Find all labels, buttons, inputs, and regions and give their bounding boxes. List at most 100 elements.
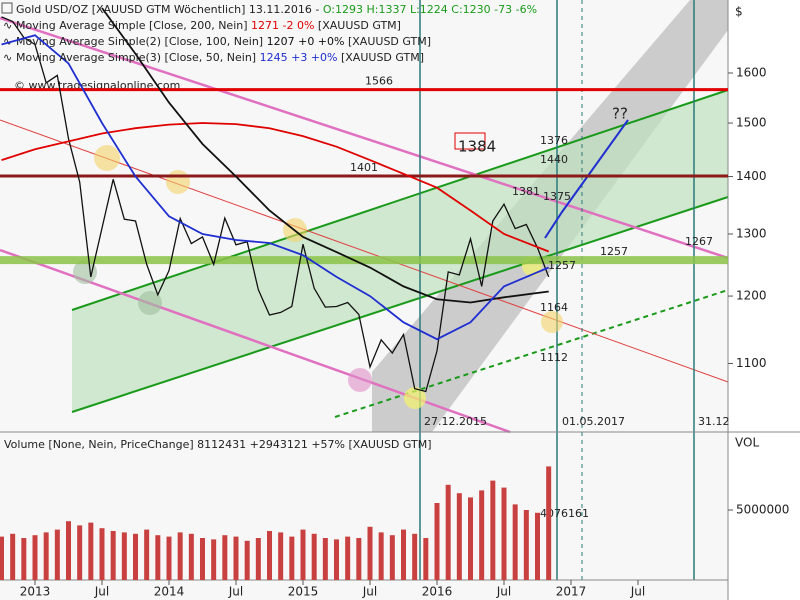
volume-bar bbox=[10, 533, 16, 580]
volume-bar bbox=[133, 533, 138, 580]
y-tick-label: 1100 bbox=[736, 356, 767, 370]
legend-value: 1271 -2 0% bbox=[251, 19, 314, 32]
volume-bar bbox=[356, 538, 362, 580]
marker bbox=[138, 291, 162, 315]
trend-line bbox=[71, 196, 729, 413]
volume-bar bbox=[233, 536, 239, 580]
legend-suffix: [XAUUSD GTM] bbox=[341, 51, 424, 64]
volume-bar bbox=[412, 533, 418, 580]
y-tick-label: 1200 bbox=[736, 289, 767, 303]
volume-bar bbox=[166, 536, 172, 580]
marker bbox=[166, 170, 190, 194]
volume-bar bbox=[523, 510, 529, 580]
x-tick-label: Jul bbox=[496, 585, 511, 599]
x-tick-label: 2014 bbox=[154, 585, 185, 599]
annotation: 1440 bbox=[540, 153, 568, 166]
y-tick-label: 1600 bbox=[736, 66, 767, 80]
volume-bar bbox=[267, 531, 272, 580]
volume-bar bbox=[445, 484, 451, 580]
volume-bar bbox=[278, 532, 284, 580]
annotation: 1381 bbox=[512, 185, 540, 198]
volume-bar bbox=[0, 536, 4, 580]
annotation: 1384 bbox=[458, 138, 496, 156]
y-tick-label: 5000000 bbox=[736, 503, 789, 517]
y-tick-label: 1500 bbox=[736, 116, 767, 130]
channel-green bbox=[72, 90, 728, 412]
legend-name: Moving Average Simple [Close, 200, Nein] bbox=[16, 19, 248, 32]
volume-bar bbox=[21, 538, 27, 580]
volume-bar bbox=[77, 525, 83, 580]
y-tick-label: 1300 bbox=[736, 226, 767, 240]
volume-bar bbox=[389, 535, 395, 580]
volume-bar bbox=[200, 538, 205, 580]
marker bbox=[348, 368, 372, 392]
marker bbox=[404, 387, 426, 409]
series-line bbox=[1, 122, 550, 253]
legend-value: 1245 +3 +0% bbox=[260, 51, 338, 64]
volume-bar bbox=[423, 538, 429, 580]
title: Gold USD/OZ [XAUUSD GTM Wöchentlich] 13.… bbox=[16, 3, 319, 16]
legend-name: Moving Average Simple(3) [Close, 50, Nei… bbox=[16, 51, 256, 64]
volume-bar bbox=[255, 538, 261, 580]
legend-icon: ∿ bbox=[3, 51, 12, 64]
header: Gold USD/OZ [XAUUSD GTM Wöchentlich] 13.… bbox=[1, 2, 537, 451]
annotation: 1257 bbox=[548, 259, 576, 272]
legend-suffix: [XAUUSD GTM] bbox=[318, 19, 401, 32]
volume-bar bbox=[66, 521, 71, 580]
x-tick-label: Jul bbox=[630, 585, 645, 599]
volume-bar bbox=[88, 522, 94, 580]
marker bbox=[73, 260, 97, 284]
volume-bar bbox=[188, 533, 194, 580]
volume-bar bbox=[401, 529, 406, 580]
x-tick-label: 2016 bbox=[422, 585, 453, 599]
volume-bar bbox=[546, 466, 552, 580]
volume-bar bbox=[322, 538, 328, 580]
legend-name: Moving Average Simple(2) [Close, 100, Ne… bbox=[16, 35, 263, 48]
marker bbox=[94, 145, 120, 171]
volume-bar bbox=[501, 487, 507, 580]
volume-title: Volume [None, Nein, PriceChange] 8112431… bbox=[4, 438, 432, 451]
volume-bar bbox=[43, 532, 49, 580]
volume-bar bbox=[378, 532, 384, 580]
volume-bar bbox=[110, 531, 116, 580]
volume-bar bbox=[289, 536, 295, 580]
volume-bar bbox=[177, 532, 183, 580]
x-tick-label: 2013 bbox=[20, 585, 51, 599]
legend-value: 1207 +0 +0% bbox=[267, 35, 345, 48]
x-tick-label: Jul bbox=[94, 585, 109, 599]
axis-unit: VOL bbox=[735, 436, 759, 450]
y-tick-label: 1400 bbox=[736, 169, 767, 183]
legend-entry: Moving Average Simple [Close, 200, Nein]… bbox=[16, 19, 401, 32]
legend-icon: ∿ bbox=[3, 19, 12, 32]
volume-bar bbox=[211, 539, 217, 580]
annotation: 1375 bbox=[543, 190, 571, 203]
annotation: 1267 bbox=[685, 235, 713, 248]
x-tick-label: 2017 bbox=[556, 585, 587, 599]
volume-bar bbox=[244, 540, 250, 580]
trend-line bbox=[0, 16, 729, 260]
annotation-box bbox=[454, 132, 486, 150]
volume-bar bbox=[345, 536, 351, 580]
series-line bbox=[101, 7, 549, 304]
volume-bar bbox=[434, 503, 440, 580]
axis-unit: $ bbox=[735, 5, 743, 19]
volume-bar bbox=[490, 480, 496, 580]
trend-line bbox=[0, 119, 729, 383]
level-label: 1566 bbox=[365, 75, 393, 88]
annotation: 1112 bbox=[540, 351, 568, 364]
volume-bar bbox=[155, 535, 161, 580]
legend-icon: ∿ bbox=[3, 35, 12, 48]
drawings bbox=[0, 0, 729, 580]
annotation: 1376 bbox=[540, 134, 568, 147]
volume-bar bbox=[99, 528, 105, 580]
x-tick-label: 2015 bbox=[288, 585, 319, 599]
volume-bar bbox=[222, 535, 228, 580]
volume-bar bbox=[334, 539, 339, 580]
volume-bar bbox=[311, 533, 317, 580]
x-tick-label: Jul bbox=[362, 585, 377, 599]
volume-bar bbox=[32, 535, 38, 580]
volume-bar bbox=[144, 529, 150, 580]
series-line bbox=[1, 16, 550, 393]
legend-entry: Moving Average Simple(3) [Close, 50, Nei… bbox=[16, 51, 424, 64]
